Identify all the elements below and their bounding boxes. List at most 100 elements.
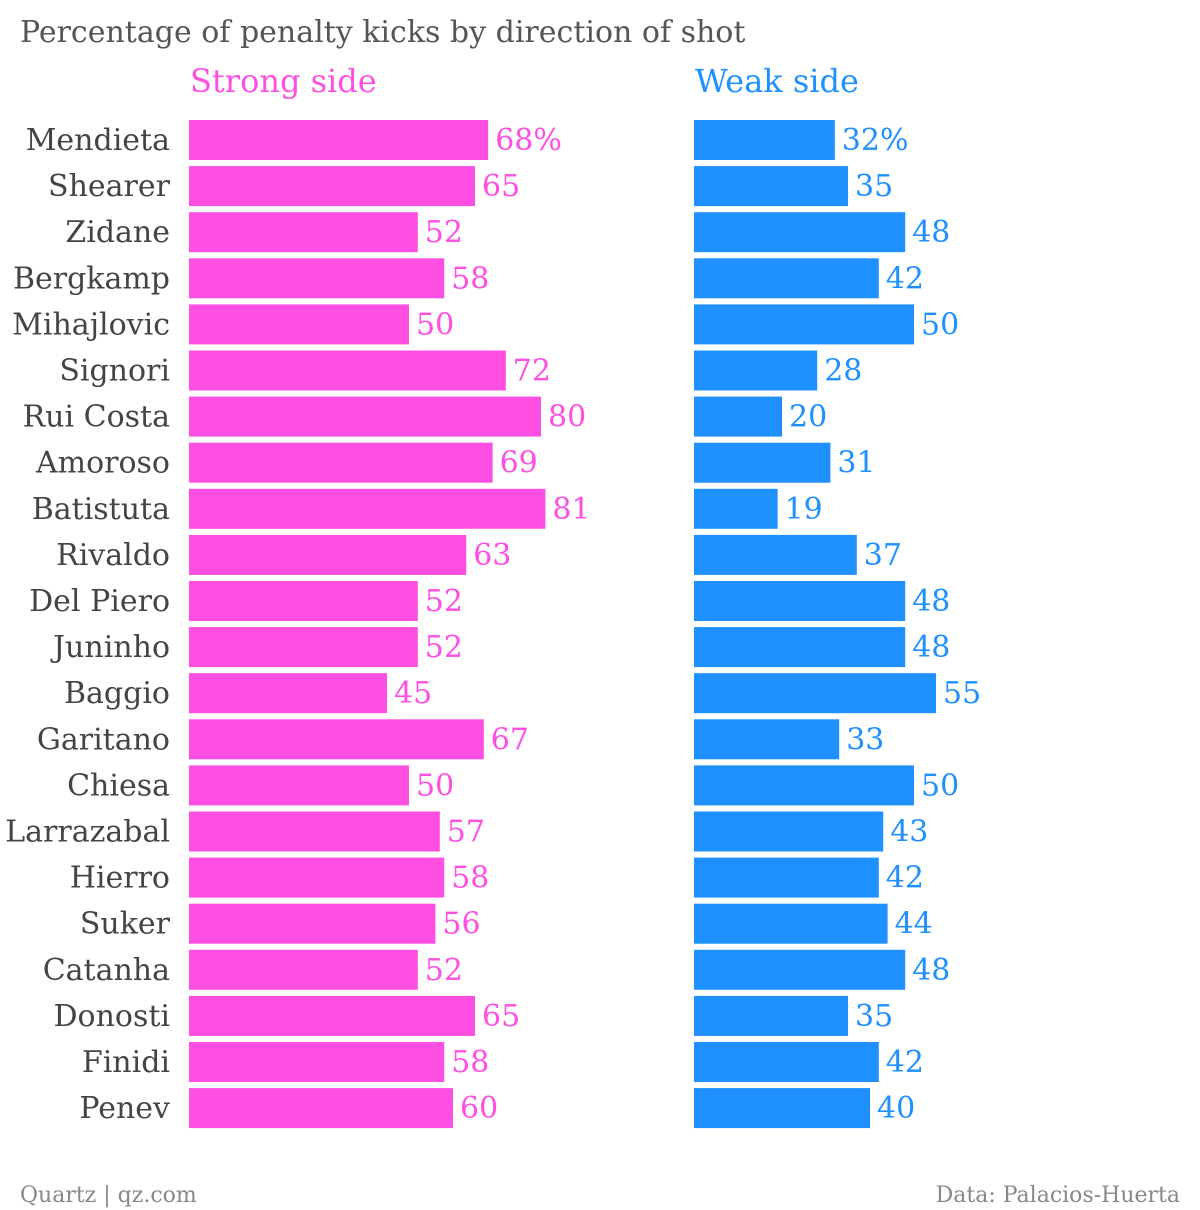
- bar: [694, 534, 857, 575]
- data-label: 80: [548, 400, 586, 435]
- data-label: 48: [912, 215, 950, 250]
- bar: [189, 811, 440, 852]
- data-label: 48: [912, 584, 950, 619]
- category-label: Baggio: [64, 676, 170, 711]
- category-label: Catanha: [43, 953, 170, 988]
- data-label: 52: [425, 584, 463, 619]
- bar: [694, 719, 840, 760]
- data-label: 63: [473, 538, 511, 573]
- category-label: Shearer: [48, 169, 171, 204]
- bar: [694, 212, 906, 253]
- bar: [189, 949, 418, 990]
- data-label: 58: [451, 261, 489, 296]
- bar: [189, 120, 489, 160]
- bar: [189, 350, 506, 391]
- data-label: 48: [912, 953, 950, 988]
- bar: [189, 212, 418, 253]
- bar: [189, 673, 387, 714]
- bar: [189, 304, 409, 345]
- bar: [694, 765, 914, 806]
- bar: [189, 627, 418, 668]
- bar: [694, 350, 818, 391]
- category-label: Chiesa: [67, 768, 170, 803]
- bar: [694, 1088, 870, 1129]
- bar: [189, 166, 475, 207]
- chart-title: Percentage of penalty kicks by direction…: [20, 15, 745, 50]
- category-label: Suker: [80, 907, 171, 942]
- data-label: 50: [416, 768, 454, 803]
- data-label: 65: [482, 169, 520, 204]
- bar: [694, 304, 914, 345]
- bar: [694, 949, 906, 990]
- bar: [189, 1042, 445, 1082]
- data-label: 55: [943, 676, 981, 711]
- bar: [189, 995, 475, 1036]
- data-label: 35: [855, 999, 893, 1034]
- data-label: 52: [425, 215, 463, 250]
- bar: [694, 166, 848, 207]
- bar: [189, 903, 436, 944]
- data-label: 31: [837, 446, 875, 481]
- category-label: Finidi: [82, 1045, 170, 1080]
- bar: [694, 442, 831, 483]
- category-label: Del Piero: [29, 584, 170, 619]
- data-label: 52: [425, 953, 463, 988]
- bar: [694, 488, 778, 529]
- bar: [694, 120, 835, 160]
- data-label: 50: [921, 768, 959, 803]
- data-label: 50: [416, 307, 454, 342]
- category-label: Mendieta: [26, 123, 170, 158]
- data-label: 19: [785, 492, 823, 527]
- category-label: Hierro: [70, 861, 170, 896]
- category-label: Larrazabal: [5, 815, 170, 850]
- data-label: 28: [824, 354, 862, 389]
- footer-source-left: Quartz | qz.com: [20, 1183, 197, 1208]
- category-label: Amoroso: [35, 446, 170, 481]
- category-label: Batistuta: [32, 492, 170, 527]
- category-label: Mihajlovic: [12, 307, 170, 342]
- data-label: 58: [451, 861, 489, 896]
- footer-source-right: Data: Palacios-Huerta: [936, 1183, 1180, 1208]
- category-label: Penev: [79, 1091, 170, 1126]
- data-label: 40: [877, 1091, 915, 1126]
- data-label: 37: [864, 538, 902, 573]
- bar: [189, 396, 541, 437]
- bar: [694, 396, 782, 437]
- bar: [189, 534, 467, 575]
- data-label: 60: [460, 1091, 498, 1126]
- category-label: Bergkamp: [13, 261, 170, 296]
- data-label: 48: [912, 630, 950, 665]
- data-label: 65: [482, 999, 520, 1034]
- data-label: 33: [846, 722, 884, 757]
- strong-side-title: Strong side: [190, 62, 377, 100]
- category-label: Rivaldo: [56, 538, 170, 573]
- bar: [694, 811, 884, 852]
- category-label: Signori: [59, 354, 170, 389]
- data-label: 45: [394, 676, 432, 711]
- bar: [694, 258, 879, 299]
- bar: [189, 1088, 453, 1129]
- category-label: Zidane: [65, 215, 170, 250]
- data-label: 42: [886, 261, 924, 296]
- data-label: 72: [513, 354, 551, 389]
- data-label: 42: [886, 1045, 924, 1080]
- weak-side-title: Weak side: [695, 62, 859, 100]
- data-label: 35: [855, 169, 893, 204]
- category-label: Juninho: [50, 630, 170, 665]
- data-label: 42: [886, 861, 924, 896]
- bar: [189, 765, 409, 806]
- bar: [694, 1042, 879, 1082]
- weak-side-panel: 32% 35 48 42 50 28 20 31 19 37 48 48 55 33 50 43 42 44 48 3…: [694, 120, 981, 1129]
- data-label: 68%: [495, 123, 562, 158]
- category-label: Donosti: [53, 999, 170, 1034]
- category-label: Garitano: [37, 722, 170, 757]
- bar: [694, 581, 906, 621]
- bar: [189, 719, 484, 760]
- bar: [189, 258, 445, 299]
- bar: [694, 673, 936, 714]
- bar: [694, 627, 906, 668]
- data-label: 56: [442, 907, 480, 942]
- bar: [694, 995, 848, 1036]
- data-label: 52: [425, 630, 463, 665]
